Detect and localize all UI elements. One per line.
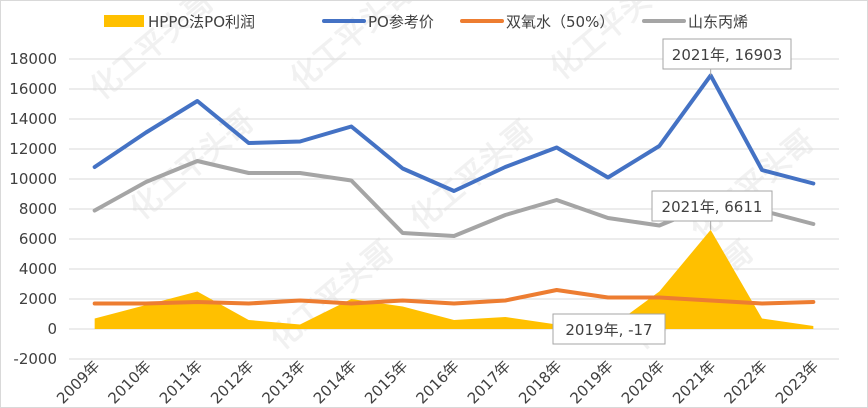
watermark-text: 化工平头哥	[404, 114, 541, 237]
x-tick-label: 2023年	[772, 357, 822, 407]
series-line-2	[92, 288, 816, 306]
watermark-text: 化工平头哥	[684, 124, 821, 247]
x-tick-label: 2013年	[258, 357, 308, 407]
y-tick-label: 14000	[9, 110, 57, 128]
callout-label: 2021年, 6611	[662, 198, 763, 216]
y-axis-ticks: -2000 0 2000 4000 6000 8000 10000 12000 14000 160…	[9, 50, 57, 368]
y-tick-label: 10000	[9, 170, 57, 188]
y-tick-label: -2000	[13, 350, 57, 368]
series-line-1	[92, 73, 816, 193]
x-axis-ticks: 2009年 2010年 2011年 2012年 2013年 2014年 2015年 2016年…	[53, 357, 822, 407]
x-tick-label: 2021年	[669, 357, 719, 407]
x-tick-label: 2014年	[310, 357, 360, 407]
x-tick-label: 2016年	[412, 357, 462, 407]
y-tick-label: 18000	[9, 50, 57, 68]
legend-label: 山东丙烯	[688, 13, 748, 31]
y-tick-label: 2000	[19, 290, 57, 308]
y-tick-label: 6000	[19, 230, 57, 248]
x-tick-label: 2011年	[156, 357, 206, 407]
x-tick-label: 2010年	[104, 357, 154, 407]
legend-label: HPPO法PO利润	[148, 13, 255, 31]
y-tick-label: 0	[47, 320, 57, 338]
x-tick-label: 2018年	[515, 357, 565, 407]
x-tick-label: 2019年	[566, 357, 616, 407]
y-tick-label: 4000	[19, 260, 57, 278]
legend: HPPO法PO利润 PO参考价 双氧水（50%） 山东丙烯	[104, 13, 748, 31]
legend-swatch	[104, 15, 144, 27]
callout-box	[552, 313, 666, 345]
legend-label: 双氧水（50%）	[506, 13, 614, 31]
watermark-text: 化工平头哥	[264, 234, 401, 357]
x-tick-label: 2022年	[720, 357, 770, 407]
callout-box	[662, 38, 792, 70]
x-tick-label: 2012年	[207, 357, 257, 407]
x-tick-label: 2020年	[618, 357, 668, 407]
legend-label: PO参考价	[368, 13, 434, 31]
y-tick-label: 12000	[9, 140, 57, 158]
callout-label: 2019年, -17	[565, 321, 652, 339]
y-tick-label: 16000	[9, 80, 57, 98]
x-tick-label: 2017年	[464, 357, 514, 407]
x-tick-label: 2009年	[53, 357, 103, 407]
area-profit	[94, 229, 814, 330]
callout-box	[651, 190, 773, 222]
y-tick-label: 8000	[19, 200, 57, 218]
callout-label: 2021年, 16903	[672, 46, 782, 64]
x-tick-label: 2015年	[361, 357, 411, 407]
callouts: 2021年, 16903 2021年, 6611 2019年, -17	[552, 38, 792, 345]
